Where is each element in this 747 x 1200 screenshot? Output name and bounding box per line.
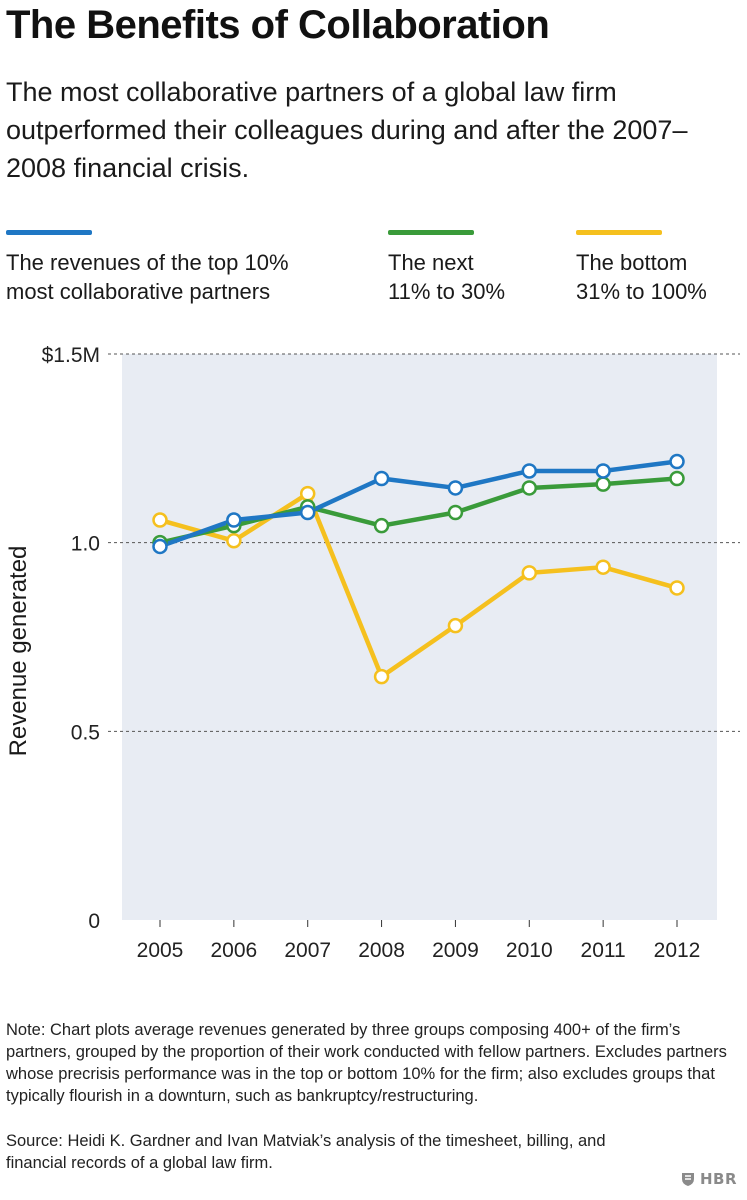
- series-2-point-6: [595, 559, 611, 575]
- series-line-1: [157, 476, 680, 545]
- chart-title: The Benefits of Collaboration: [6, 3, 550, 47]
- series-2-point-2: [299, 485, 316, 502]
- y-tick-label-2: 1.0: [71, 533, 100, 556]
- series-0-point-1: [226, 512, 242, 528]
- y-tick-label-3: $1.5M: [42, 344, 100, 367]
- chart-subtitle: The most collaborative partners of a glo…: [6, 77, 688, 183]
- series-line-0: [157, 459, 680, 549]
- series-0-point-5: [521, 463, 538, 479]
- legend-swatch-top-10: [6, 230, 92, 235]
- series-1-point-6: [595, 476, 611, 492]
- series-1-point-4: [447, 504, 464, 521]
- x-tick-label-3: 2008: [358, 939, 405, 962]
- series-0-point-0: [152, 538, 168, 555]
- legend-label-bottom-31-100: The bottom 31% to 100%: [576, 250, 707, 304]
- shield-icon: [681, 1173, 694, 1186]
- series-line-2: [157, 491, 680, 679]
- x-tick-label-1: 2006: [210, 939, 257, 962]
- legend-label-top-10: The revenues of the top 10% most collabo…: [6, 250, 289, 304]
- plot-background: [122, 354, 717, 920]
- chart-source: Source: Heidi K. Gardner and Ivan Matvia…: [6, 1132, 606, 1172]
- series-0-point-3: [373, 470, 390, 487]
- y-axis-label: Revenue generated: [5, 546, 32, 757]
- series-2-point-1: [226, 533, 242, 549]
- series-1-point-5: [521, 480, 538, 496]
- series-2-point-3: [373, 668, 390, 685]
- series-0-point-4: [447, 480, 464, 496]
- legend-swatch-next-11-30: [388, 230, 474, 235]
- y-tick-label-1: 0.5: [71, 721, 100, 744]
- series-1-point-7: [669, 470, 685, 487]
- legend-label-next-11-30: The next 11% to 30%: [388, 250, 506, 304]
- series-2-point-0: [152, 512, 168, 528]
- hbr-logo: HBR: [680, 1170, 737, 1188]
- x-tick-label-7: 2012: [654, 939, 701, 962]
- series-0-point-2: [299, 504, 316, 521]
- series-0-point-7: [669, 453, 685, 470]
- x-tick-label-5: 2010: [506, 939, 553, 962]
- x-tick-label-2: 2007: [284, 939, 331, 962]
- series-2-point-5: [521, 565, 538, 581]
- chart-note: Note: Chart plots average revenues gener…: [6, 1021, 727, 1105]
- series-2-point-7: [669, 580, 685, 596]
- x-tick-label-6: 2011: [581, 939, 626, 962]
- line-chart: 0 0.5 1.0 $1.5M 2005 2006 2007 2008 2009 2010 2011…: [5, 344, 740, 962]
- series-1-point-3: [373, 517, 390, 534]
- series-2-point-4: [447, 617, 464, 634]
- legend-swatch-bottom-31-100: [576, 230, 662, 235]
- series-0-point-6: [595, 463, 611, 479]
- x-tick-label-4: 2009: [432, 939, 479, 962]
- y-tick-label-0: 0: [88, 910, 100, 933]
- x-tick-label-0: 2005: [137, 939, 184, 962]
